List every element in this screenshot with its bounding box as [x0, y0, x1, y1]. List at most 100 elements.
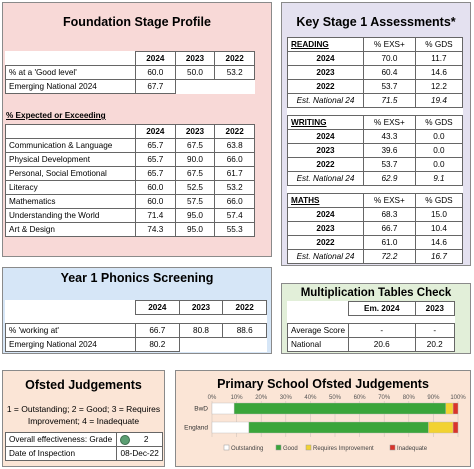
chart-legend-label: Outstanding: [231, 446, 263, 452]
fsp-row-value: 95.0: [174, 222, 216, 237]
table-row: 2023 39.6 0.0: [287, 143, 464, 158]
table-row: Art & Design 74.3 95.0 55.3: [5, 222, 255, 237]
phonics-national-label: Emerging National 2024: [5, 337, 136, 352]
mtc-row-label: Average Score: [286, 323, 350, 338]
ks1-panel: Key Stage 1 Assessments* READING % EXS+ …: [281, 2, 471, 266]
ofsted-key-line1: 1 = Outstanding; 2 = Good; 3 = Requires: [6, 404, 161, 414]
ks1-title: Key Stage 1 Assessments*: [296, 15, 456, 29]
ofsted-chart: 0% 10% 20% 30% 40% 50% 60% 70% 80% 90% 100% BwD Engl…: [184, 395, 466, 452]
fsp-row-value: 74.3: [135, 222, 176, 237]
chart-bar-segment: [452, 421, 459, 434]
phonics-national-empty-1: [179, 338, 223, 352]
table-row: 2022 53.7 12.2: [287, 79, 464, 94]
ks1-row-year: 2024: [287, 129, 364, 144]
fsp-good-level-label: % at a 'Good level': [5, 65, 136, 80]
fsp-year-2023: 2023: [174, 51, 216, 66]
fsp-good-level-2022: 53.2: [214, 65, 255, 80]
ofsted-key: 1 = Outstanding; 2 = Good; 3 = Requires …: [5, 403, 162, 427]
ks1-row-exs: 68.3: [363, 207, 416, 222]
fsp-section-label: % Expected or Exceeding: [6, 111, 106, 120]
chart-x-tick-label: 100%: [450, 395, 466, 401]
mtc-spacer: [288, 316, 455, 324]
chart-legend-swatch: [389, 444, 396, 451]
ks1-row-gds: 11.7: [414, 51, 464, 66]
chart-bar-segment: [452, 402, 459, 415]
ks1-row-exs: 53.7: [363, 79, 416, 94]
fsp-national-empty-1: [175, 80, 215, 94]
ks1-row-year: 2023: [287, 221, 364, 236]
ks1-row-exs: 70.0: [363, 51, 416, 66]
ofsted-date-label: Date of Inspection: [4, 446, 118, 461]
ofsted-grade-cell: 2: [116, 432, 163, 447]
chart-x-tick-label: 0%: [208, 395, 217, 401]
ks1-est-label: Est. National 24: [287, 93, 364, 108]
fsp-row-label: Literacy: [5, 180, 136, 195]
mtc-table: Em. 2024 2023 Average Score - - National…: [286, 301, 456, 352]
ks1-row-year: 2022: [287, 235, 364, 250]
mtc-row-label: National: [286, 337, 350, 352]
phonics-year-2024: 2024: [135, 300, 180, 315]
table-row: Est. National 24 71.5 19.4: [287, 93, 464, 108]
fsp-row-value: 66.0: [214, 152, 255, 167]
phonics-table: 2024 2023 2022 % 'working at' 66.7 80.8 …: [5, 300, 267, 352]
table-row: 2023 66.7 10.4: [287, 221, 464, 236]
table-row: National 20.6 20.2: [286, 337, 456, 352]
fsp-good-level-2024: 60.0: [135, 65, 176, 80]
ofsted-panel: Ofsted Judgements 1 = Outstanding; 2 = G…: [2, 370, 165, 467]
chart-bar-segment: [428, 421, 454, 434]
phonics-working-at-2022: 88.6: [222, 323, 267, 338]
ks1-subject-reading: READING: [287, 37, 364, 52]
foundation-stage-panel: Foundation Stage Profile 2024 2023 2022 …: [2, 2, 272, 257]
fsp-good-level-2023: 50.0: [174, 65, 216, 80]
table-row: Physical Development 65.7 90.0 66.0: [5, 152, 255, 167]
ks1-row-year: 2024: [287, 207, 364, 222]
ks1-est-label: Est. National 24: [287, 249, 364, 264]
table-row: Personal, Social Emotional 65.7 67.5 61.…: [5, 166, 255, 181]
ks1-est-exs: 71.5: [363, 93, 416, 108]
fsp-expected-header-blank: [5, 124, 136, 139]
ks1-row-exs: 53.7: [363, 157, 416, 172]
mtc-header-blank: [288, 302, 349, 316]
phonics-spacer: [6, 315, 267, 324]
phonics-national-empty-2: [223, 338, 267, 352]
ks1-row-exs: 66.7: [363, 221, 416, 236]
table-row: 2022 61.0 14.6: [287, 235, 464, 250]
fsp-row-value: 95.0: [174, 208, 216, 223]
ks1-maths-col-gds: % GDS: [414, 193, 464, 208]
table-row: Est. National 24 72.2 16.7: [287, 249, 464, 264]
mtc-row-value: -: [414, 323, 456, 338]
chart-x-tick-label: 50%: [329, 395, 342, 401]
fsp-row-label: Personal, Social Emotional: [5, 166, 136, 181]
table-row: Literacy 60.0 52.5 53.2: [5, 180, 255, 195]
fsp-good-level-table: 2024 2023 2022 % at a 'Good level' 60.0 …: [5, 51, 255, 94]
ks1-maths-col-exs: % EXS+: [363, 193, 416, 208]
ks1-row-gds: 14.6: [414, 65, 464, 80]
fsp-row-value: 66.0: [214, 194, 255, 209]
mtc-row-value: -: [348, 323, 416, 338]
phonics-working-at-2024: 66.7: [135, 323, 180, 338]
ks1-row-year: 2023: [287, 143, 364, 158]
chart-legend-swatch: [305, 444, 312, 451]
fsp-row-value: 71.4: [135, 208, 176, 223]
chart-x-tick-label: 70%: [378, 395, 391, 401]
ofsted-grade-label: Overall effectiveness: Grade: [4, 432, 118, 447]
grade-dot-icon: [120, 435, 131, 445]
fsp-row-value: 60.0: [135, 194, 176, 209]
chart-bar-segment: [211, 421, 250, 434]
ks1-row-exs: 61.0: [363, 235, 416, 250]
fsp-national-label: Emerging National 2024: [5, 79, 136, 94]
ks1-reading-col-exs: % EXS+: [363, 37, 416, 52]
chart-x-tick-label: 80%: [403, 395, 416, 401]
table-row: Understanding the World 71.4 95.0 57.4: [5, 208, 255, 223]
ks1-row-gds: 10.4: [414, 221, 464, 236]
ofsted-grade-value: 2: [143, 435, 149, 444]
chart-bar-segment: [211, 402, 235, 415]
table-row: 2024 43.3 0.0: [287, 129, 464, 144]
chart-legend-label: Good: [283, 446, 298, 452]
fsp-row-value: 67.5: [174, 166, 216, 181]
ks1-gap: [287, 107, 463, 116]
ofsted-date-value: 08-Dec-22: [116, 446, 163, 461]
ks1-table: READING % EXS+ % GDS 2024 70.0 11.7 2023…: [287, 37, 464, 264]
ks1-est-gds: 9.1: [414, 171, 464, 186]
ks1-est-exs: 72.2: [363, 249, 416, 264]
